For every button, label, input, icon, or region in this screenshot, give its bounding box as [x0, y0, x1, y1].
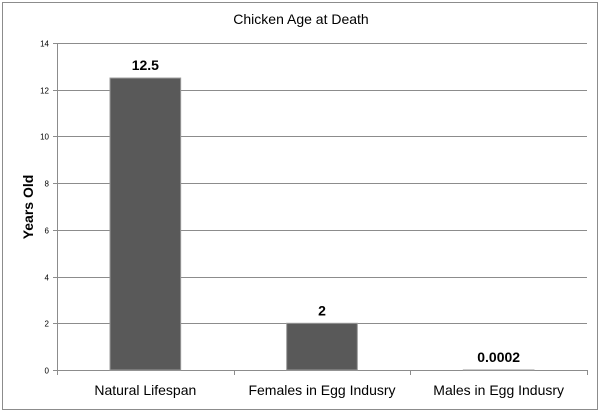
chart-title: Chicken Age at Death: [233, 11, 368, 27]
y-tick-label: 4: [45, 274, 50, 283]
y-tick-label: 0: [45, 367, 50, 376]
data-label-3: 0.0002: [477, 349, 520, 365]
data-label-2: 2: [318, 302, 326, 318]
y-tick-label: 12: [40, 87, 49, 96]
data-label-1: 12.5: [132, 57, 159, 73]
y-tick-label: 10: [40, 133, 49, 142]
labels: 0 2 4 6 8 10 12 14 12.5 Natural Lifespan 2 Females …: [40, 40, 564, 399]
y-tick-label: 6: [45, 227, 50, 236]
y-axis-label: Years Old: [20, 175, 36, 240]
y-tick-label: 14: [40, 40, 49, 49]
bar-1: [109, 77, 182, 371]
y-tick-label: 2: [45, 320, 50, 329]
bar-2: [286, 322, 358, 371]
x-tick-label-2: Females in Egg Indusry: [248, 382, 395, 398]
x-tick-label-1: Natural Lifespan: [94, 382, 196, 398]
y-tick-label: 8: [45, 180, 50, 189]
x-tick-label-3: Males in Egg Indusry: [433, 382, 564, 398]
bars: [109, 77, 535, 371]
